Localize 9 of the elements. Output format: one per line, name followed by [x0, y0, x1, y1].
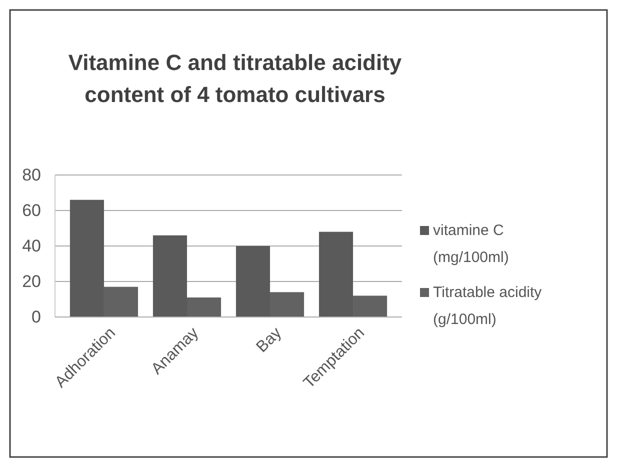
- y-tick-label: 60: [22, 200, 41, 220]
- legend-label: Titratable acidity (g/100ml): [433, 284, 542, 328]
- x-tick-label: Bay: [253, 324, 285, 356]
- y-tick-label: 80: [22, 165, 41, 184]
- legend-label: vitamine C (mg/100ml): [433, 222, 509, 266]
- y-tick-label: 20: [22, 272, 41, 291]
- y-tick-label: 0: [32, 307, 41, 326]
- chart-title: Vitamine C and titratable acidity content of 4 tomato cultivars: [68, 50, 402, 107]
- y-tick-label: 40: [22, 236, 41, 256]
